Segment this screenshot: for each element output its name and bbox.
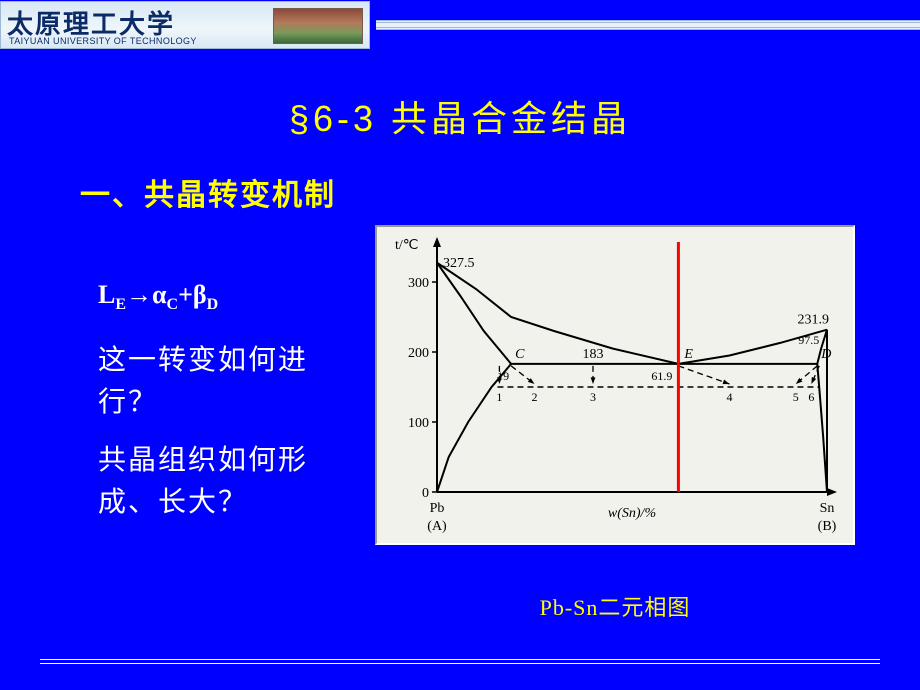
svg-text:19: 19 <box>497 369 509 383</box>
eutectic-reaction-equation: LE→αC+βD <box>98 280 218 314</box>
logo-text-cn: 太原理工大学 <box>7 12 175 38</box>
university-logo: 太原理工大学 TAIYUAN UNIVERSITY OF TECHNOLOGY <box>0 1 370 49</box>
paragraph-1: 这一转变如何进行？ <box>98 340 358 424</box>
svg-text:C: C <box>515 347 525 362</box>
svg-text:t/℃: t/℃ <box>395 238 419 253</box>
svg-text:2: 2 <box>532 390 538 404</box>
svg-text:D: D <box>820 347 831 362</box>
svg-text:w(Sn)/%: w(Sn)/% <box>608 506 656 521</box>
svg-text:0: 0 <box>422 486 429 501</box>
eq-beta-sub: D <box>207 296 219 313</box>
phase-diagram-container: 0 100 200 300 t/℃ w(Sn)/% Pb (A) Sn (B) 1 2 3 4 56 327.… <box>375 225 855 545</box>
paragraph-2: 共晶组织如何形成、长大？ <box>98 440 358 524</box>
svg-text:200: 200 <box>408 346 429 361</box>
eq-L: L <box>98 280 115 309</box>
svg-text:61.9: 61.9 <box>651 369 672 383</box>
slide-title: §6-3 共晶合金结晶 <box>0 90 920 142</box>
svg-text:100: 100 <box>408 416 429 431</box>
eq-L-sub: E <box>115 296 126 313</box>
eq-alpha-sub: C <box>167 296 179 313</box>
svg-text:6: 6 <box>808 390 814 404</box>
svg-text:5: 5 <box>793 390 799 404</box>
header-rule <box>376 20 920 30</box>
svg-text:4: 4 <box>727 390 733 404</box>
eq-alpha: α <box>152 280 167 309</box>
diagram-caption: Pb-Sn二元相图 <box>375 590 855 622</box>
svg-text:327.5: 327.5 <box>443 256 475 271</box>
svg-text:3: 3 <box>590 390 596 404</box>
svg-text:Pb: Pb <box>430 501 445 516</box>
eq-beta: β <box>193 280 207 309</box>
logo-text-en: TAIYUAN UNIVERSITY OF TECHNOLOGY <box>9 36 197 46</box>
svg-text:1: 1 <box>496 390 502 404</box>
svg-text:231.9: 231.9 <box>798 313 830 328</box>
svg-text:97.5: 97.5 <box>798 333 819 347</box>
svg-text:Sn: Sn <box>820 501 835 516</box>
phase-diagram-svg: 0 100 200 300 t/℃ w(Sn)/% Pb (A) Sn (B) 1 2 3 4 56 327.… <box>377 227 857 547</box>
svg-text:300: 300 <box>408 276 429 291</box>
campus-photo-icon <box>273 8 363 44</box>
footer-rule <box>40 659 880 660</box>
section-heading: 一、共晶转变机制 <box>80 170 336 214</box>
svg-text:E: E <box>683 347 693 362</box>
svg-text:(B): (B) <box>818 519 837 534</box>
eq-plus: + <box>178 280 193 309</box>
eq-arrow: → <box>126 280 152 309</box>
svg-text:(A): (A) <box>427 519 447 534</box>
header-bar: 太原理工大学 TAIYUAN UNIVERSITY OF TECHNOLOGY <box>0 0 920 50</box>
svg-text:183: 183 <box>583 347 604 362</box>
